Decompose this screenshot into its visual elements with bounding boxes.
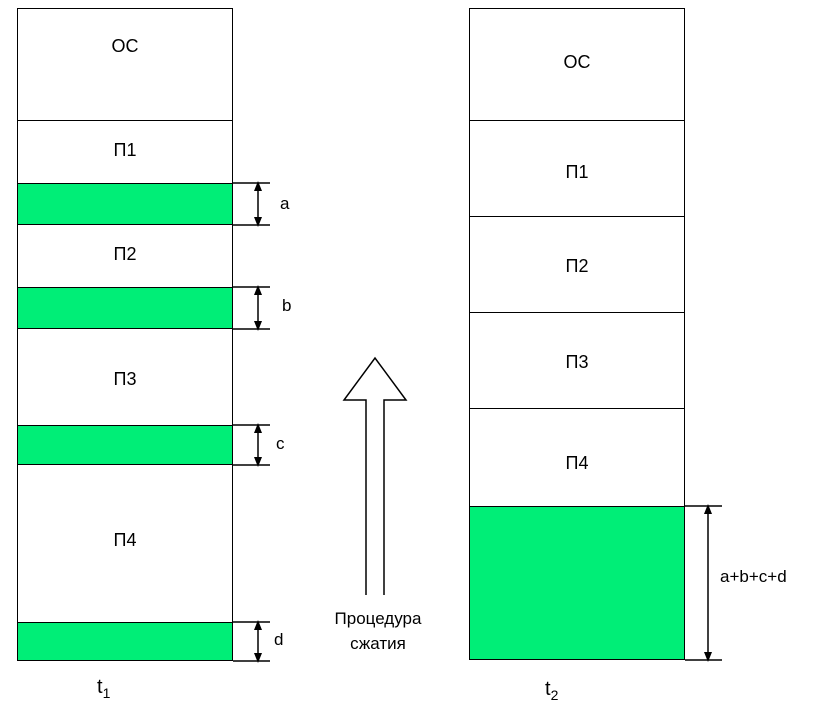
time-label-t2: t2 [545, 678, 558, 703]
left-block-os-label: ОС [111, 36, 139, 56]
left-block-p2-label: П2 [113, 243, 137, 264]
compaction-arrow [342, 356, 408, 595]
left-free-d [17, 622, 233, 661]
dim-label-c: c [276, 434, 285, 453]
dim-label-b: b [282, 296, 292, 315]
right-block-p3-label: П3 [565, 352, 589, 372]
compaction-caption-line1: Процедура [334, 609, 422, 628]
dim-label-total: a+b+c+d [720, 567, 787, 586]
left-block-p3-label: П3 [113, 368, 137, 389]
left-block-p1-label: П1 [113, 139, 137, 160]
compaction-caption: Процедура сжатия [318, 606, 438, 656]
right-block-p4-label: П4 [565, 453, 589, 473]
compaction-caption-line2: сжатия [350, 634, 406, 653]
dim-arrow-a [233, 181, 270, 227]
time-label-t1-base: t [97, 676, 103, 698]
right-free-total [469, 506, 685, 660]
dim-label-d: d [274, 630, 284, 649]
dim-arrow-b [233, 285, 270, 331]
left-block-p4-label: П4 [113, 530, 137, 550]
time-label-t1-sub: 1 [102, 685, 111, 701]
dim-arrow-c [233, 423, 270, 467]
time-label-t1: t1 [97, 676, 110, 701]
time-label-t2-base: t [545, 678, 551, 700]
right-block-p2-label: П2 [565, 256, 589, 276]
left-free-b [17, 287, 233, 329]
right-block-os-label: ОС [563, 52, 591, 72]
dim-label-a: a [280, 194, 290, 213]
time-label-t2-sub: 2 [550, 687, 559, 703]
dim-arrow-total [685, 504, 722, 662]
right-block-p1-label: П1 [565, 162, 589, 182]
dim-arrow-d [233, 620, 270, 663]
